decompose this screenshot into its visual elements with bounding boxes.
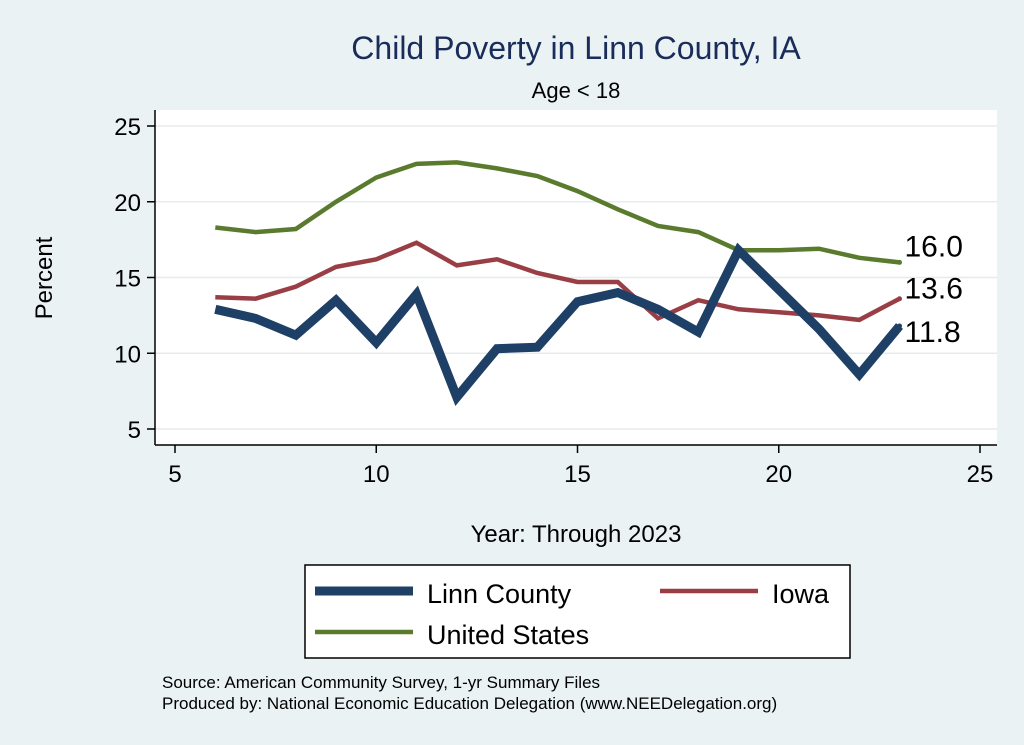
- grid-lines: [155, 125, 997, 430]
- series-lines: [214, 160, 903, 406]
- y-axis-label: Percent: [31, 236, 58, 319]
- y-tick-label: 15: [114, 266, 141, 293]
- legend-label: Iowa: [772, 579, 830, 609]
- series-end-marker: [897, 296, 902, 302]
- x-tick-label: 5: [168, 461, 181, 488]
- x-axis-label: Year: Through 2023: [471, 521, 682, 548]
- y-tick-label: 25: [114, 114, 141, 141]
- x-tick-label: 15: [564, 461, 591, 488]
- legend: Linn County Iowa United States: [304, 564, 851, 659]
- end-value-label: 13.6: [905, 273, 963, 306]
- series-line-iowa: [215, 240, 901, 323]
- end-labels: 16.0 13.6 11.8: [905, 230, 963, 349]
- produced-by-note: Produced by: National Economic Education…: [162, 694, 777, 713]
- chart-subtitle: Age < 18: [532, 78, 621, 103]
- axes: [147, 110, 997, 453]
- chart-title: Child Poverty in Linn County, IA: [351, 30, 801, 66]
- x-tick-label: 10: [363, 461, 390, 488]
- y-tick-label: 10: [114, 341, 141, 368]
- x-tick-label: 25: [967, 461, 994, 488]
- series-line-linn-county: [214, 242, 903, 406]
- tick-labels: 5 10 15 20 25 5 10 15 20 25: [114, 114, 993, 488]
- x-tick-label: 20: [765, 461, 792, 488]
- legend-label: United States: [427, 620, 589, 650]
- series-line-united-states: [215, 160, 900, 265]
- end-value-label: 11.8: [905, 316, 961, 349]
- series-end-marker: [897, 259, 902, 265]
- legend-label: Linn County: [427, 579, 572, 609]
- y-tick-label: 20: [114, 190, 141, 217]
- y-tick-label: 5: [128, 417, 141, 444]
- end-value-label: 16.0: [905, 230, 963, 263]
- legend-box: [304, 564, 851, 659]
- source-note: Source: American Community Survey, 1-yr …: [162, 673, 600, 692]
- series-end-marker: [897, 323, 902, 329]
